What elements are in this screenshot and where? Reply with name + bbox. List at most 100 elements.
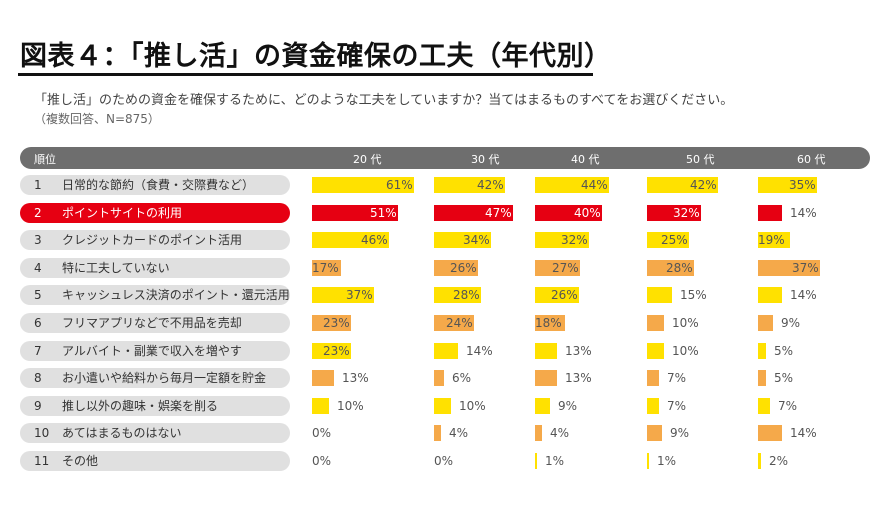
value-label-r7-20s: 23% — [323, 344, 350, 358]
bar-r9-40s — [535, 398, 550, 414]
value-label-r5-60s: 14% — [790, 288, 817, 302]
rank-label: あてはまるものはない — [62, 426, 182, 440]
rank-label: 推し以外の趣味・娯楽を削る — [62, 399, 219, 413]
rank-pill-6[interactable]: 6 フリマアプリなどで不用品を売却 — [20, 313, 290, 333]
bar-r7-30s — [434, 343, 458, 359]
value-label-r10-30s: 4% — [449, 426, 469, 440]
value-label-r5-20s: 37% — [346, 288, 373, 302]
rank-label: フリマアプリなどで不用品を売却 — [62, 316, 242, 330]
value-label-r3-30s: 34% — [463, 233, 490, 247]
value-label-r1-60s: 35% — [789, 178, 816, 192]
bar-r8-50s — [647, 370, 659, 386]
rank-number: 9 — [34, 399, 42, 413]
value-label-r5-30s: 28% — [453, 288, 480, 302]
bar-r7-40s — [535, 343, 557, 359]
rank-pill-2[interactable]: 2 ポイントサイトの利用 — [20, 203, 290, 223]
value-label-r9-20s: 10% — [337, 399, 364, 413]
bar-r4-60s — [758, 260, 820, 276]
bar-r3-50s — [647, 232, 689, 248]
value-label-r2-60s: 14% — [790, 206, 817, 220]
bar-r5-30s — [434, 287, 481, 303]
rank-pill-4[interactable]: 4 特に工夫していない — [20, 258, 290, 278]
bar-r10-50s — [647, 425, 662, 441]
rank-label: アルバイト・副業で収入を増やす — [62, 344, 242, 358]
rank-label: その他 — [62, 454, 99, 468]
bar-r9-30s — [434, 398, 451, 414]
bar-r3-60s — [758, 232, 790, 248]
bar-r4-20s — [312, 260, 341, 276]
value-label-r4-60s: 37% — [792, 261, 819, 275]
bar-r7-50s — [647, 343, 664, 359]
bar-r6-30s — [434, 315, 474, 331]
value-label-r10-50s: 9% — [670, 426, 690, 440]
rank-pill-3[interactable]: 3 クレジットカードのポイント活用 — [20, 230, 290, 250]
header-rank: 順位 — [34, 153, 56, 166]
bar-r2-40s — [535, 205, 602, 221]
value-label-r7-60s: 5% — [774, 344, 794, 358]
value-label-r7-40s: 13% — [565, 344, 592, 358]
bar-r6-20s — [312, 315, 351, 331]
rank-label: 日常的な節約（食費・交際費など） — [62, 178, 255, 192]
value-label-r6-60s: 9% — [781, 316, 801, 330]
value-label-r1-40s: 44% — [581, 178, 608, 192]
value-label-r1-30s: 42% — [477, 178, 504, 192]
value-label-r1-20s: 61% — [386, 178, 413, 192]
value-label-r9-30s: 10% — [459, 399, 486, 413]
chart-title: 図表４：「推し活」の資金確保の工夫（年代別） — [20, 41, 612, 72]
value-label-r8-40s: 13% — [565, 371, 592, 385]
bar-r4-50s — [647, 260, 694, 276]
rank-pill-7[interactable]: 7 アルバイト・副業で収入を増やす — [20, 341, 290, 361]
bar-r6-60s — [758, 315, 773, 331]
header-col-30s: 30 代 — [471, 153, 500, 166]
value-label-r10-60s: 14% — [790, 426, 817, 440]
bar-r2-20s — [312, 205, 398, 221]
value-label-r11-50s: 1% — [657, 454, 677, 468]
value-label-r8-50s: 7% — [667, 371, 687, 385]
rank-pill-10[interactable]: 10 あてはまるものはない — [20, 423, 290, 443]
rank-number: 8 — [34, 371, 42, 385]
value-label-r3-40s: 32% — [561, 233, 588, 247]
bar-r8-40s — [535, 370, 557, 386]
rank-pill-5[interactable]: 5 キャッシュレス決済のポイント・還元活用 — [20, 285, 290, 305]
bar-r8-60s — [758, 370, 766, 386]
bar-r11-60s — [758, 453, 761, 469]
bar-r5-20s — [312, 287, 374, 303]
value-label-r7-30s: 14% — [466, 344, 493, 358]
bar-r9-50s — [647, 398, 659, 414]
table-header-bar — [20, 147, 870, 169]
rank-number: 6 — [34, 316, 42, 330]
bar-r4-40s — [535, 260, 580, 276]
value-label-r1-50s: 42% — [690, 178, 717, 192]
bar-r11-50s — [647, 453, 649, 469]
rank-label: お小遣いや給料から毎月一定額を貯金 — [62, 371, 267, 385]
bar-r6-50s — [647, 315, 664, 331]
value-label-r6-30s: 24% — [446, 316, 473, 330]
bar-r10-40s — [535, 425, 542, 441]
bar-r1-50s — [647, 177, 718, 193]
rank-number: 10 — [34, 426, 50, 440]
value-label-r6-50s: 10% — [672, 316, 699, 330]
bar-r8-20s — [312, 370, 334, 386]
header-col-40s: 40 代 — [571, 153, 600, 166]
value-label-r9-60s: 7% — [778, 399, 798, 413]
value-label-r8-30s: 6% — [452, 371, 472, 385]
value-label-r9-50s: 7% — [667, 399, 687, 413]
bar-r8-30s — [434, 370, 444, 386]
question-text: 「推し活」のための資金を確保するために、どのような工夫をしていますか？当てはまる… — [34, 93, 734, 108]
value-label-r6-20s: 23% — [323, 316, 350, 330]
value-label-r11-20s: 0% — [312, 454, 332, 468]
header-col-20s: 20 代 — [353, 153, 382, 166]
value-label-r3-60s: 19% — [758, 233, 785, 247]
value-label-r4-40s: 27% — [552, 261, 579, 275]
rank-pill-9[interactable]: 9 推し以外の趣味・娯楽を削る — [20, 396, 290, 416]
value-label-r2-30s: 47% — [485, 206, 512, 220]
rank-pill-1[interactable]: 1 日常的な節約（食費・交際費など） — [20, 175, 290, 195]
rank-pill-8[interactable]: 8 お小遣いや給料から毎月一定額を貯金 — [20, 368, 290, 388]
bar-r7-20s — [312, 343, 351, 359]
rank-number: 2 — [34, 206, 42, 220]
bar-r4-30s — [434, 260, 478, 276]
value-label-r7-50s: 10% — [672, 344, 699, 358]
value-label-r3-20s: 46% — [361, 233, 388, 247]
rank-pill-11[interactable]: 11 その他 — [20, 451, 290, 471]
rank-label: クレジットカードのポイント活用 — [62, 233, 243, 247]
